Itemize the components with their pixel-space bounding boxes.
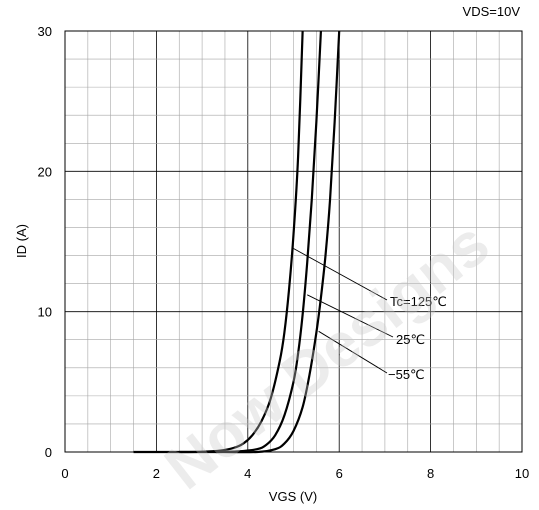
y-tick-label: 10: [38, 305, 52, 320]
series-line-25c: [179, 30, 323, 454]
x-tick-label: 10: [515, 466, 529, 481]
annotation-minus55: −55℃: [388, 367, 425, 382]
y-axis-label: ID (A): [14, 224, 29, 258]
annotation-leaders: [293, 248, 394, 374]
annotation-25: 25℃: [396, 332, 425, 347]
x-axis-label: VGS (V): [269, 489, 317, 504]
annotation-leader-minus55c: [318, 330, 388, 374]
x-tick-label: 0: [61, 466, 68, 481]
watermark: Now Designs: [153, 209, 502, 503]
annotation-leader-25c: [307, 294, 394, 338]
grid-lines: [65, 31, 522, 452]
y-axis-ticks: 0 10 20 30: [38, 24, 52, 460]
plot-frame: [64, 30, 523, 453]
annotation-leader-tc125: [293, 248, 388, 301]
y-tick-label: 0: [45, 445, 52, 460]
x-tick-label: 8: [427, 466, 434, 481]
x-tick-label: 4: [244, 466, 251, 481]
x-tick-label: 6: [336, 466, 343, 481]
y-tick-label: 30: [38, 24, 52, 39]
series-layer: [133, 30, 341, 454]
condition-label: VDS=10V: [463, 4, 521, 19]
x-axis-ticks: 0 2 4 6 8 10: [61, 466, 529, 481]
series-line-minus55c: [215, 30, 341, 454]
x-tick-label: 2: [153, 466, 160, 481]
annotation-tc125: Tc=125℃: [390, 294, 447, 309]
y-tick-label: 20: [38, 164, 52, 179]
